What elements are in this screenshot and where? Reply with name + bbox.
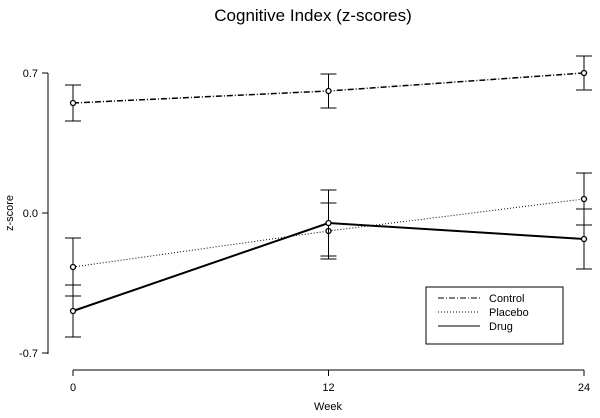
y-tick-label: 0.7 (23, 68, 38, 80)
y-ticks: 0.7 0.0 -0.7 (19, 68, 48, 360)
series-drug (65, 189, 592, 338)
legend-label-drug: Drug (489, 321, 513, 333)
chart-title: Cognitive Index (z-scores) (214, 6, 411, 25)
data-point-placebo (580, 195, 588, 203)
series-control (65, 55, 592, 122)
legend-label-control: Control (489, 293, 524, 305)
x-tick-label: 24 (578, 382, 590, 394)
y-axis-label: z-score (4, 195, 16, 231)
data-point-control (325, 87, 332, 95)
data-point-drug (69, 307, 77, 315)
data-point-control (69, 99, 77, 107)
data-point-control (580, 69, 588, 77)
x-ticks: 0 12 24 (70, 370, 590, 394)
legend-label-placebo: Placebo (489, 307, 529, 319)
x-tick-label: 12 (322, 382, 334, 394)
legend: Control Placebo Drug (425, 286, 564, 345)
data-point-drug (325, 219, 332, 227)
y-tick-label: 0.0 (23, 208, 38, 220)
x-axis-label: Week (314, 401, 342, 413)
data-point-drug (580, 235, 588, 243)
data-point-placebo (69, 263, 77, 271)
legend-box (425, 286, 564, 345)
x-tick-label: 0 (70, 382, 76, 394)
series-layer (65, 55, 592, 338)
y-tick-label: -0.7 (19, 348, 38, 360)
